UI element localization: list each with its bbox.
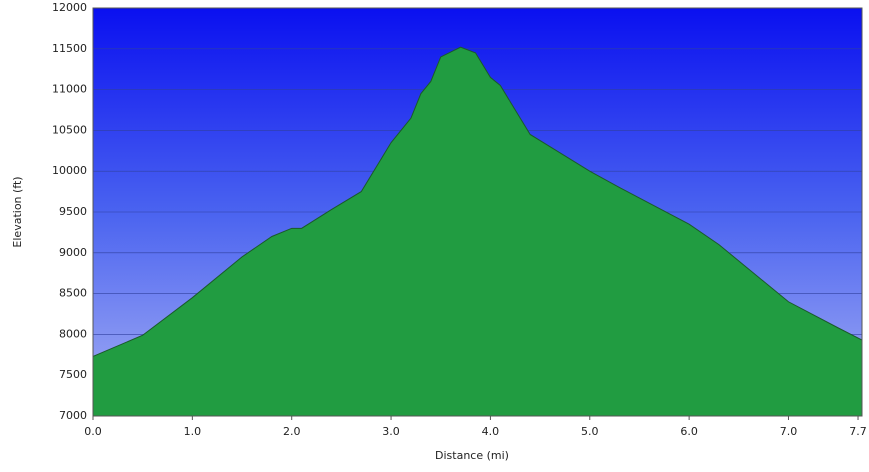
x-tick-label: 7.7	[849, 425, 867, 438]
y-tick-label: 7500	[59, 368, 87, 381]
x-tick-label: 2.0	[283, 425, 301, 438]
x-tick-label: 1.0	[184, 425, 202, 438]
x-tick-label: 4.0	[482, 425, 500, 438]
y-tick-label: 9500	[59, 205, 87, 218]
elevation-area	[92, 46, 863, 417]
y-tick-label: 12000	[52, 1, 87, 14]
x-tick-label: 3.0	[382, 425, 400, 438]
x-tick-label: 0.0	[84, 425, 102, 438]
x-tick-label: 5.0	[581, 425, 599, 438]
y-tick-label: 11000	[52, 83, 87, 96]
y-tick-label: 10500	[52, 123, 87, 136]
x-axis-label: Distance (mi)	[435, 449, 509, 462]
y-tick-label: 8000	[59, 327, 87, 340]
x-tick-label: 6.0	[680, 425, 698, 438]
y-tick-label: 10000	[52, 164, 87, 177]
y-tick-label: 7000	[59, 409, 87, 422]
y-tick-label: 11500	[52, 42, 87, 55]
x-tick-label: 7.0	[780, 425, 798, 438]
y-axis-label: Elevation (ft)	[11, 176, 24, 247]
y-tick-label: 9000	[59, 246, 87, 259]
y-tick-label: 8500	[59, 287, 87, 300]
plot-frame	[92, 7, 863, 417]
